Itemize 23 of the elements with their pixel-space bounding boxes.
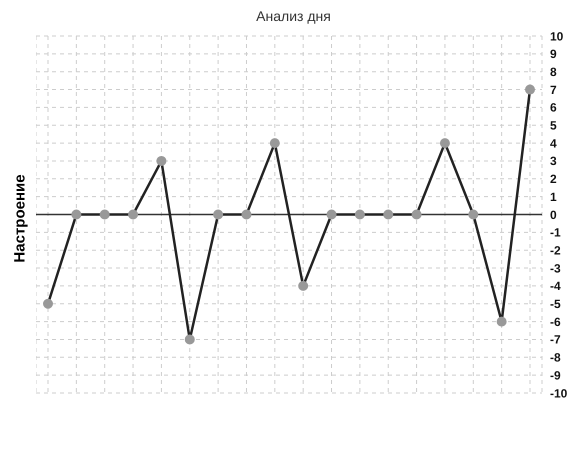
y-tick-label: -4 bbox=[550, 279, 561, 294]
y-tick-label: 5 bbox=[550, 118, 557, 133]
y-tick-label: 8 bbox=[550, 64, 557, 79]
y-tick-label: -7 bbox=[550, 332, 561, 347]
y-tick-label: 10 bbox=[550, 29, 564, 44]
y-tick-label: -10 bbox=[550, 386, 568, 400]
y-tick-label: 1 bbox=[550, 190, 557, 204]
y-tick-label: 2 bbox=[550, 172, 557, 186]
y-tick-label: -5 bbox=[550, 297, 561, 312]
y-tick-label: -2 bbox=[550, 243, 561, 258]
y-tick-label: 4 bbox=[550, 136, 557, 150]
y-tick-label: -3 bbox=[550, 261, 561, 276]
y-tick-label: 3 bbox=[550, 154, 557, 168]
y-tick-label: -6 bbox=[550, 314, 561, 329]
y-tick-label: -8 bbox=[550, 350, 561, 365]
y-tick-label: 7 bbox=[550, 82, 557, 97]
y-tick-label: 9 bbox=[550, 47, 557, 62]
y-tick-label: -1 bbox=[550, 226, 561, 240]
chart-title: Анализ дня bbox=[255, 8, 332, 26]
y-tick-label: 0 bbox=[550, 208, 557, 222]
y-tick-label: 6 bbox=[550, 100, 557, 115]
y-tick-label: -9 bbox=[550, 368, 561, 382]
y-axis-title: Настроение bbox=[12, 174, 28, 262]
